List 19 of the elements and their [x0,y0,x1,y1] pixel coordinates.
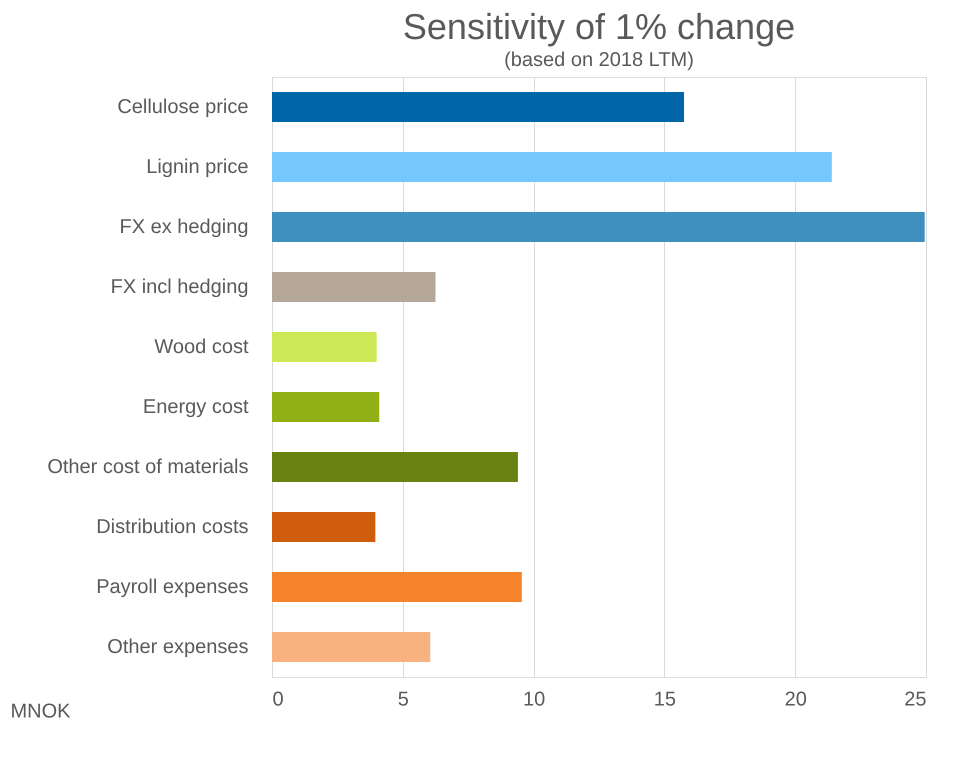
x-tick-label: 5 [398,688,409,710]
x-tick-label: 20 [784,688,807,710]
y-tick-label: Other cost of materials [47,456,248,478]
y-tick-label: Payroll expenses [96,576,248,598]
x-tick-label: 0 [272,688,284,710]
y-tick-label: Distribution costs [96,516,248,538]
x-tick-label: 10 [522,688,546,710]
x-tick-label: 15 [654,688,676,710]
y-tick-label: FX incl hedging [110,276,248,298]
y-tick-label: Other expenses [107,636,248,658]
chart-subtitle: (based on 2018 LTM) [504,49,694,71]
y-tick-label: Lignin price [146,156,248,178]
y-tick-label: Energy cost [142,396,249,418]
y-tick-label: Cellulose price [117,96,248,118]
y-tick-label: Wood cost [154,336,249,358]
x-axis-title: MNOK [10,700,72,722]
y-tick-label: FX ex hedging [120,216,248,238]
chart-title: Sensitivity of 1% change [402,6,796,47]
x-tick-label: 25 [904,688,926,710]
